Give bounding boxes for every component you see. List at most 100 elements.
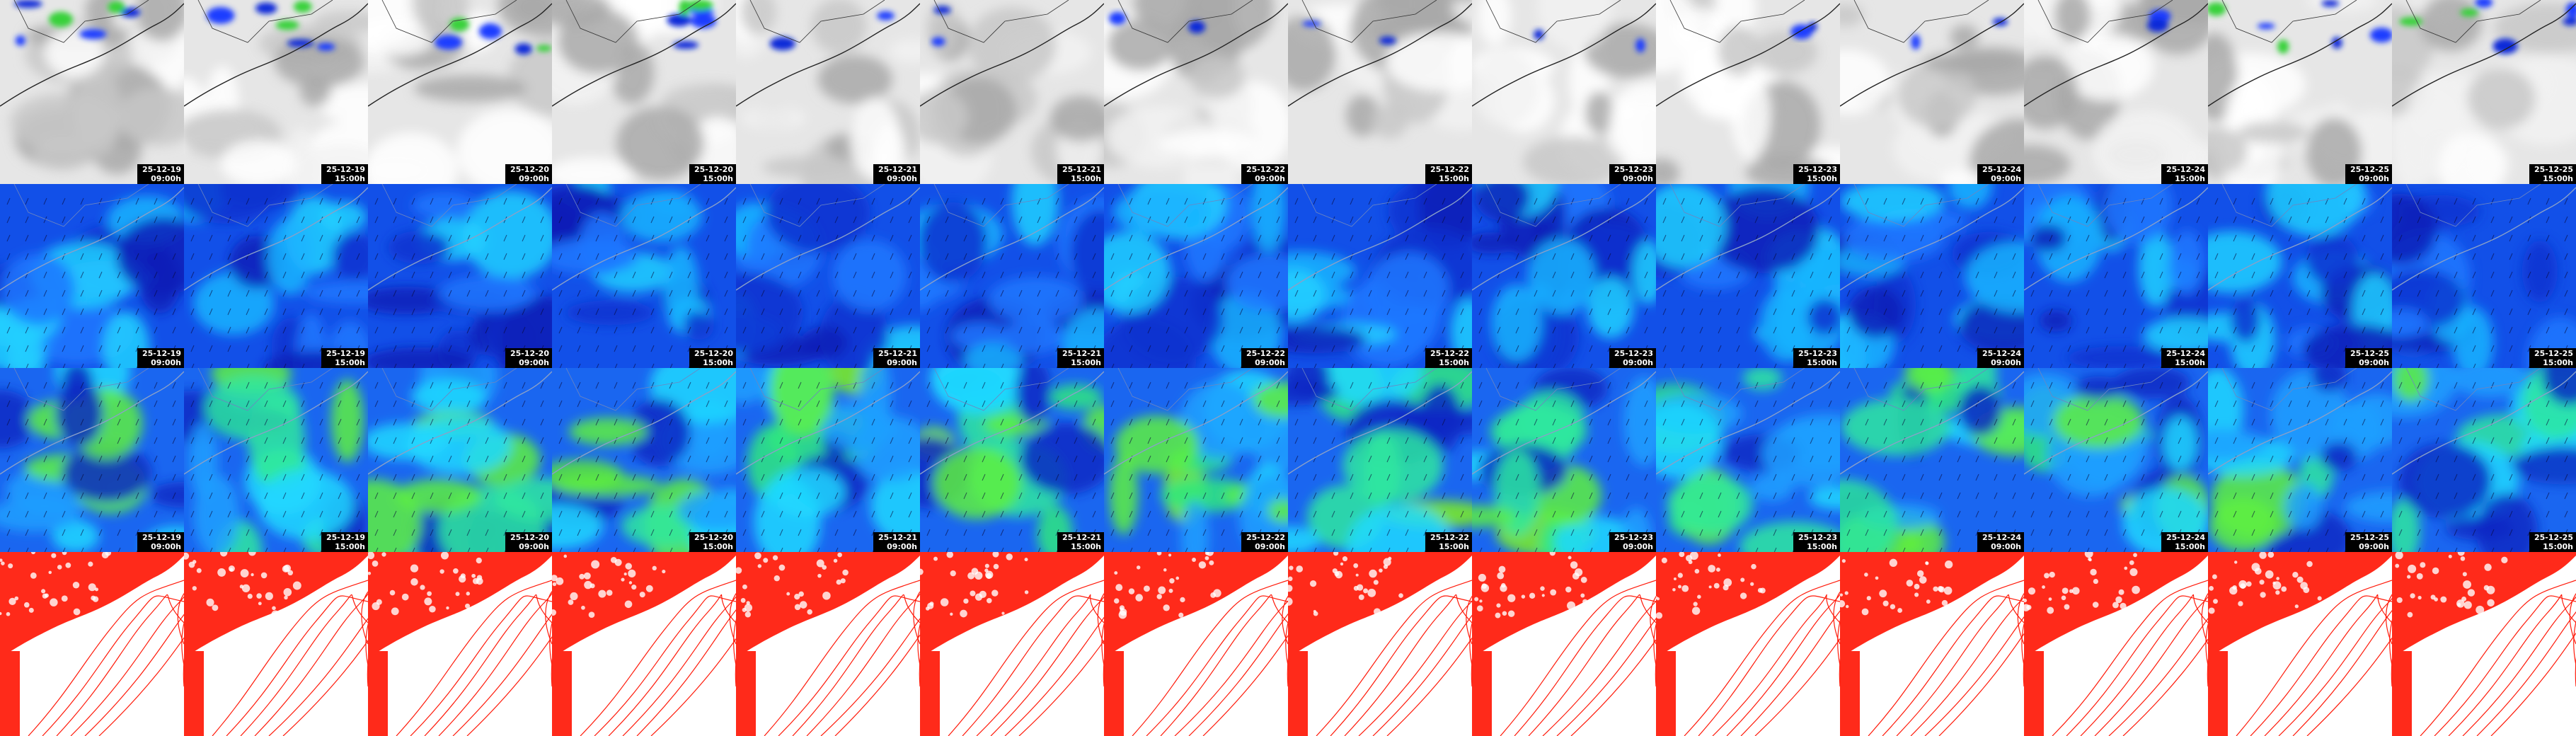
wind-barb: [338, 437, 342, 444]
wind-barb: [2104, 308, 2108, 316]
wind-barb: [1239, 492, 1243, 500]
wind-barb: [558, 492, 563, 500]
wind-barb: [706, 289, 710, 297]
wind-barb: [1202, 289, 1207, 297]
wind-barb: [2509, 271, 2513, 279]
wind-barb: [706, 492, 710, 500]
contour-gap: [799, 601, 807, 609]
wind-barb: [2509, 529, 2513, 536]
wind-barb: [485, 363, 489, 368]
contour-gap: [1163, 604, 1170, 611]
wind-barb: [651, 363, 655, 368]
contour-gap: [742, 584, 747, 590]
wind-barb: [1828, 437, 1832, 444]
contour-gap: [598, 590, 606, 598]
isobar: [1386, 637, 1472, 736]
wind-barb: [2049, 345, 2053, 352]
wind-barb: [2214, 381, 2219, 389]
contour-gap: [42, 593, 48, 599]
wind-barb: [816, 234, 820, 242]
wind-barb: [2104, 345, 2108, 352]
wind-barb: [871, 381, 875, 389]
wind-barb: [1883, 345, 1887, 352]
wind-barb: [669, 216, 673, 224]
border: [933, 0, 1069, 43]
wind-barb: [2325, 308, 2329, 316]
wind-barb: [264, 345, 268, 352]
wind-barb: [2159, 326, 2163, 334]
wind-barb: [1092, 197, 1096, 205]
wind-barb: [1147, 289, 1151, 297]
wind-barb: [411, 437, 415, 444]
wind-barb: [2214, 216, 2219, 224]
wind-barb: [1369, 363, 1372, 368]
wind-barb: [706, 326, 710, 334]
wind-barb: [503, 381, 507, 389]
wind-barb: [2214, 492, 2219, 500]
wind-barb: [117, 308, 121, 316]
wind-barb: [890, 271, 894, 279]
wind-barb: [816, 381, 820, 389]
wind-barb: [632, 216, 636, 224]
wind-barb: [853, 473, 857, 481]
wind-barb: [834, 345, 839, 352]
wind-barb: [779, 308, 783, 316]
wind-barb: [154, 418, 158, 426]
weather-field: [832, 239, 907, 311]
precipitation: [2257, 23, 2275, 30]
wind-barb: [1718, 381, 1722, 389]
contour-gap: [1751, 563, 1756, 570]
wind-barb: [190, 510, 195, 518]
contour-gap: [2408, 564, 2417, 573]
wind-barb: [2398, 271, 2403, 279]
wind-barb: [1902, 234, 1906, 242]
wind-barb: [558, 271, 563, 279]
wind-barb: [1699, 455, 1703, 463]
wind-barb: [1350, 473, 1354, 481]
wind-barb: [356, 234, 360, 242]
wind-barb: [2123, 363, 2127, 368]
wind-barb: [190, 308, 195, 316]
contour-gap: [1288, 597, 1293, 606]
wind-barb: [466, 381, 471, 389]
precipitation: [2460, 8, 2479, 17]
contour-gap: [992, 552, 999, 558]
wind-barb: [522, 418, 526, 426]
wind-barb: [1920, 418, 1924, 426]
precipitation: [2475, 0, 2493, 8]
wind-barb: [1681, 326, 1685, 334]
wind-barb: [761, 381, 765, 389]
wind-barb: [1662, 510, 1667, 518]
wind-barb: [98, 216, 103, 224]
wind-barb: [706, 234, 710, 242]
wind-barb: [2214, 473, 2219, 481]
wind-barb: [1773, 234, 1777, 242]
wind-barb: [1700, 547, 1703, 552]
wind-barb: [2454, 216, 2458, 224]
wind-barb: [1626, 381, 1630, 389]
wind-barb: [2417, 216, 2421, 224]
wind-barb: [1902, 271, 1906, 279]
wind-barb: [1736, 326, 1740, 334]
wind-barb: [558, 473, 563, 481]
wind-barb: [2454, 529, 2458, 536]
wind-barb: [25, 400, 29, 408]
wind-barb: [1791, 308, 1795, 316]
wind-barb: [926, 308, 931, 316]
wind-barb: [98, 197, 103, 205]
contour-gap: [744, 611, 752, 618]
wind-barb: [926, 234, 931, 242]
wind-barb: [945, 216, 949, 224]
contour-gap: [440, 552, 449, 560]
contour-gap: [272, 606, 276, 611]
wind-barb: [1607, 437, 1611, 444]
wind-barb: [1736, 529, 1740, 536]
wind-barb: [374, 308, 379, 316]
frame-time: 15:00h: [1439, 358, 1469, 367]
wind-barb: [1000, 437, 1004, 444]
weather-field: [1759, 287, 1814, 362]
wind-barb: [1000, 510, 1004, 518]
